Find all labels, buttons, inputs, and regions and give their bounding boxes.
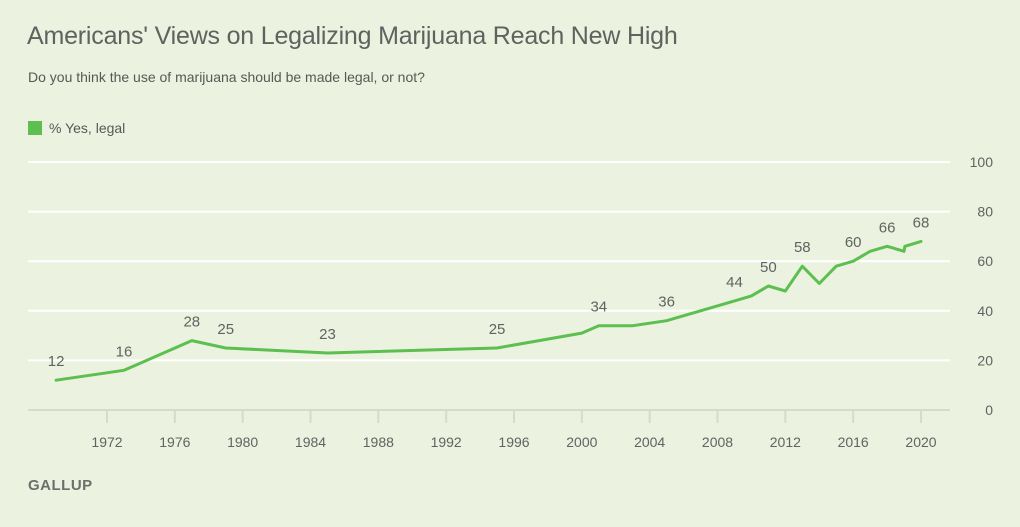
data-label-1979: 25 — [217, 321, 234, 338]
x-tick-label-2020: 2020 — [905, 434, 936, 450]
y-tick-label-60: 60 — [977, 253, 993, 269]
data-label-2020: 68 — [913, 214, 930, 231]
data-label-2011: 50 — [760, 259, 777, 276]
data-label-1985: 23 — [319, 326, 336, 343]
data-label-1995: 25 — [489, 321, 506, 338]
x-tick-label-1972: 1972 — [91, 434, 122, 450]
data-label-2009: 44 — [726, 274, 743, 291]
gridlines — [28, 161, 950, 411]
legend: % Yes, legal — [28, 120, 125, 136]
x-tick-label-2008: 2008 — [702, 434, 733, 450]
x-tick-label-1976: 1976 — [159, 434, 190, 450]
data-label-2013: 58 — [794, 239, 811, 256]
y-tick-label-80: 80 — [977, 204, 993, 220]
series-yes-legal — [54, 239, 923, 382]
x-tick-label-1992: 1992 — [431, 434, 462, 450]
x-tick-label-1996: 1996 — [498, 434, 529, 450]
x-tick-label-2004: 2004 — [634, 434, 665, 450]
data-label-1973: 16 — [116, 343, 133, 360]
data-label-2005: 36 — [658, 294, 675, 311]
data-label-1977: 28 — [183, 314, 200, 331]
legend-swatch-yes-legal — [28, 121, 42, 135]
chart-title: Americans' Views on Legalizing Marijuana… — [27, 22, 678, 50]
data-label-2018: 66 — [879, 219, 896, 236]
x-tick-label-2012: 2012 — [770, 434, 801, 450]
y-tick-label-20: 20 — [977, 352, 993, 368]
y-tick-label-0: 0 — [985, 402, 993, 418]
legend-label: % Yes, legal — [49, 120, 126, 136]
x-tick-label-1984: 1984 — [295, 434, 326, 450]
x-tick-label-2016: 2016 — [838, 434, 869, 450]
data-label-2016: 60 — [845, 234, 862, 251]
y-tick-label-40: 40 — [977, 303, 993, 319]
data-label-2001: 34 — [590, 299, 607, 316]
gallup-logo: GALLUP — [28, 477, 93, 494]
y-axis: 0 20 40 60 80 100 — [970, 154, 994, 418]
chart-subtitle: Do you think the use of marijuana should… — [28, 69, 425, 85]
x-tick-label-2000: 2000 — [566, 434, 597, 450]
x-tick-label-1988: 1988 — [363, 434, 394, 450]
data-labels: 12 16 28 25 23 25 34 36 44 50 58 60 66 68 — [48, 214, 930, 370]
y-tick-label-100: 100 — [970, 154, 994, 170]
x-axis: 1972 1976 1980 1984 1988 1992 1996 2000 2004 2008… — [91, 410, 937, 450]
data-label-1969: 12 — [48, 353, 65, 370]
x-tick-label-1980: 1980 — [227, 434, 258, 450]
